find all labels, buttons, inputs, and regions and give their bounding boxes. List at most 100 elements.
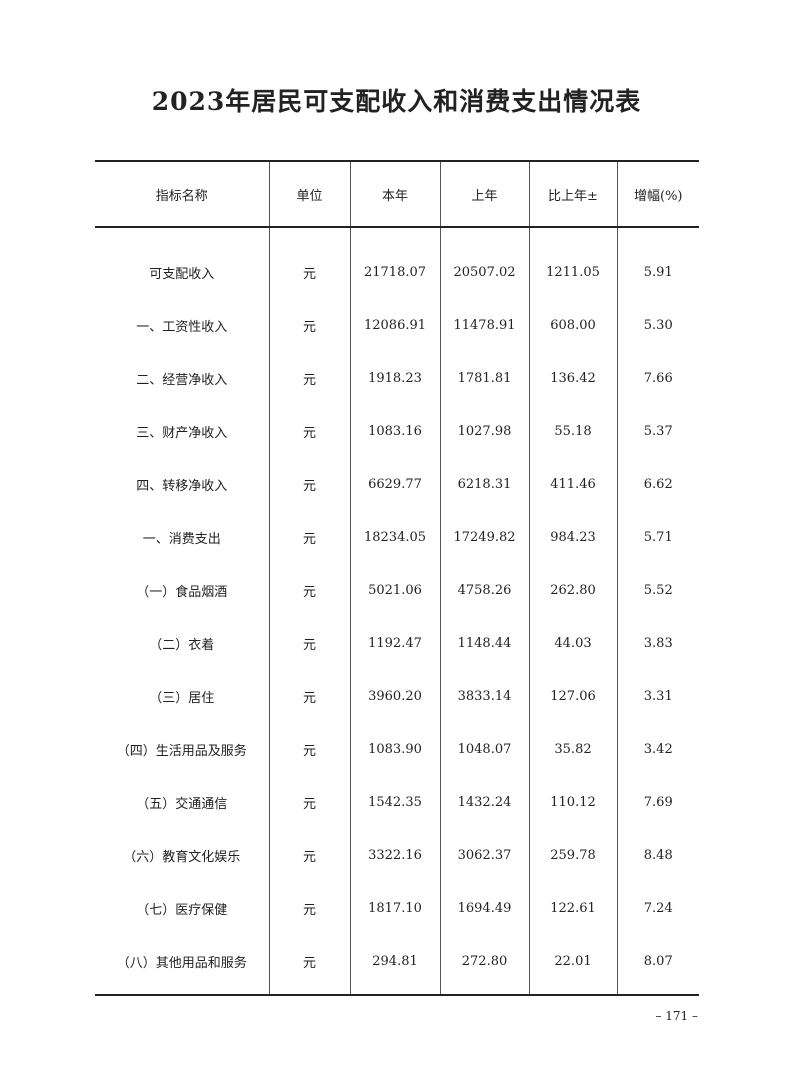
table-cell: 1918.23 (349, 352, 440, 405)
table-row: （四）生活用品及服务 元 1083.90 1048.07 35.82 3.42 (95, 723, 699, 776)
column-header: 本年 (349, 160, 440, 228)
table-cell: 5.71 (616, 511, 699, 564)
table-cell: 元 (268, 299, 350, 352)
table-row: （二）衣着 元 1192.47 1148.44 44.03 3.83 (95, 617, 699, 670)
table-cell: 元 (268, 670, 350, 723)
indicator-name-cell: （一）食品烟酒 (136, 585, 228, 600)
table-cell: 44.03 (528, 617, 617, 670)
table-cell: 12086.91 (349, 299, 440, 352)
table-cell: 272.80 (439, 935, 529, 996)
table-row: 一、工资性收入 元 12086.91 11478.91 608.00 5.30 (95, 299, 699, 352)
table-row: 二、经营净收入 元 1918.23 1781.81 136.42 7.66 (95, 352, 699, 405)
table-cell: 元 (268, 723, 350, 776)
table-cell: 262.80 (528, 564, 617, 617)
table-cell: 127.06 (528, 670, 617, 723)
table-cell: 1048.07 (439, 723, 529, 776)
table-cell: 1781.81 (439, 352, 529, 405)
column-header: 比上年± (528, 160, 617, 228)
table-cell: 6629.77 (349, 458, 440, 511)
table-row: 一、消费支出 元 18234.05 17249.82 984.23 5.71 (95, 511, 699, 564)
table-cell: 984.23 (528, 511, 617, 564)
table-cell: 136.42 (528, 352, 617, 405)
indicator-name-cell: 一、工资性收入 (136, 320, 228, 335)
table-row: 四、转移净收入 元 6629.77 6218.31 411.46 6.62 (95, 458, 699, 511)
table-row: （一）食品烟酒 元 5021.06 4758.26 262.80 5.52 (95, 564, 699, 617)
table-cell: 7.24 (616, 882, 699, 935)
indicator-name-cell: （七）医疗保健 (136, 903, 228, 918)
table-cell: 1027.98 (439, 405, 529, 458)
table-cell: 21718.07 (349, 227, 440, 299)
indicator-name-cell: 可支配收入 (149, 267, 215, 282)
table-cell: 411.46 (528, 458, 617, 511)
table-cell: 5021.06 (349, 564, 440, 617)
indicator-name-cell: （三）居住 (149, 691, 215, 706)
column-header: 增幅(%) (616, 160, 699, 228)
table-cell: 7.69 (616, 776, 699, 829)
data-table: 指标名称 单位 本年 上年 比上年± 增幅(%) 可支配收入元 21718.07 20507.… (95, 160, 699, 996)
column-header: 单位 (268, 160, 350, 228)
column-header: 上年 (439, 160, 529, 228)
table-row: （六）教育文化娱乐 元 3322.16 3062.37 259.78 8.48 (95, 829, 699, 882)
table-cell: 5.30 (616, 299, 699, 352)
table-cell: 元 (268, 405, 350, 458)
table-cell: 608.00 (528, 299, 617, 352)
table-cell: 3.83 (616, 617, 699, 670)
table-cell: 元 (268, 564, 350, 617)
table-cell: 1083.90 (349, 723, 440, 776)
table-cell: 17249.82 (439, 511, 529, 564)
indicator-name-cell: （五）交通通信 (136, 797, 228, 812)
table-cell: 元 (268, 776, 350, 829)
table-cell: 1083.16 (349, 405, 440, 458)
table-row: （七）医疗保健 元 1817.10 1694.49 122.61 7.24 (95, 882, 699, 935)
table-cell: 6218.31 (439, 458, 529, 511)
table-cell: 7.66 (616, 352, 699, 405)
table-cell: 35.82 (528, 723, 617, 776)
table-row: 可支配收入 元 21718.07 20507.02 1211.05 5.91 (95, 227, 699, 299)
indicator-name-cell: （四）生活用品及服务 (116, 744, 247, 759)
indicator-name-cell: （六）教育文化娱乐 (123, 850, 241, 865)
table-cell: 3.31 (616, 670, 699, 723)
table-cell: 20507.02 (439, 227, 529, 299)
page-number: – 171 – (655, 1009, 698, 1023)
table-cell: 122.61 (528, 882, 617, 935)
table-cell: 1694.49 (439, 882, 529, 935)
table-cell: 8.48 (616, 829, 699, 882)
table-cell: 3322.16 (349, 829, 440, 882)
table-cell: 1148.44 (439, 617, 529, 670)
table-cell: 22.01 (528, 935, 617, 996)
table-cell: 元 (268, 352, 350, 405)
indicator-name-cell: 二、经营净收入 (136, 373, 228, 388)
table-cell: 5.52 (616, 564, 699, 617)
table-cell: 元 (268, 511, 350, 564)
table-cell: 5.37 (616, 405, 699, 458)
table-row: （八）其他用品和服务元 294.81 272.80 22.01 8.07 (95, 935, 699, 996)
table-cell: 11478.91 (439, 299, 529, 352)
table-header-row: 指标名称 单位 本年 上年 比上年± 增幅(%) (95, 160, 699, 228)
table-cell: 元 (268, 935, 350, 996)
table-cell: 8.07 (616, 935, 699, 996)
page-title: 2023年居民可支配收入和消费支出情况表 (151, 87, 642, 116)
table-cell: 1542.35 (349, 776, 440, 829)
table-cell: 3062.37 (439, 829, 529, 882)
table-cell: 18234.05 (349, 511, 440, 564)
table-cell: 6.62 (616, 458, 699, 511)
table-cell: 元 (268, 227, 350, 299)
table-cell: 元 (268, 617, 350, 670)
table-cell: 3960.20 (349, 670, 440, 723)
column-header: 指标名称 (95, 160, 269, 228)
table-cell: 110.12 (528, 776, 617, 829)
table-cell: 3.42 (616, 723, 699, 776)
table-cell: 5.91 (616, 227, 699, 299)
table-cell: 4758.26 (439, 564, 529, 617)
table-row: 三、财产净收入 元 1083.16 1027.98 55.18 5.37 (95, 405, 699, 458)
table-cell: 1211.05 (528, 227, 617, 299)
table-cell: 1432.24 (439, 776, 529, 829)
table-row: （五）交通通信 元 1542.35 1432.24 110.12 7.69 (95, 776, 699, 829)
table-cell: 元 (268, 882, 350, 935)
indicator-name-cell: 一、消费支出 (142, 532, 221, 547)
table-cell: 259.78 (528, 829, 617, 882)
table-cell: 1817.10 (349, 882, 440, 935)
table-row: （三）居住 元 3960.20 3833.14 127.06 3.31 (95, 670, 699, 723)
table-cell: 3833.14 (439, 670, 529, 723)
table-cell: 元 (268, 829, 350, 882)
